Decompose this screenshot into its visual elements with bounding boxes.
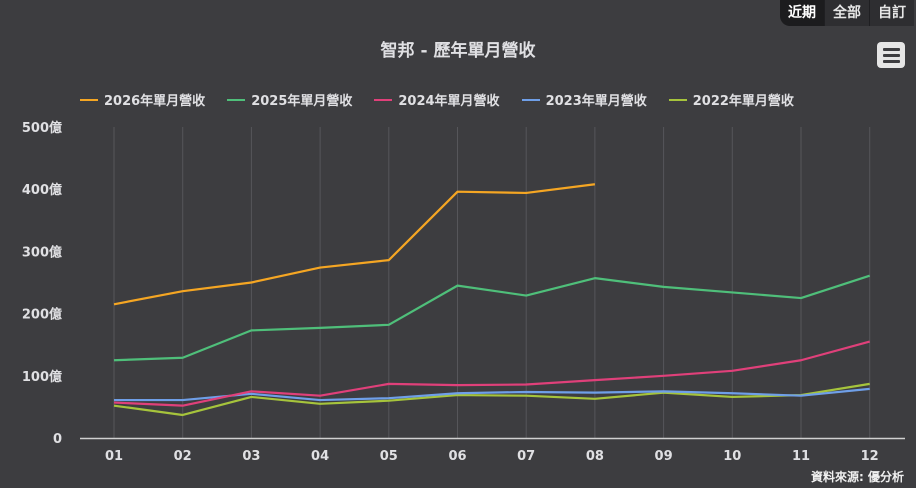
legend-label: 2024年單月營收 [398,94,500,109]
legend-item[interactable]: 2024年單月營收 [374,90,500,109]
y-tick-label: 500億 [22,120,62,136]
legend-swatch [80,98,98,101]
legend-label: 2023年單月營收 [545,94,647,109]
legend-label: 2026年單月營收 [104,94,206,109]
legend-item[interactable]: 2023年單月營收 [521,90,647,109]
hamburger-icon-bar [882,53,900,57]
x-tick-label: 06 [448,449,466,464]
legend-item[interactable]: 2025年單月營收 [227,90,352,109]
series-line [113,274,871,362]
x-tick-label: 05 [380,449,398,464]
x-tick-label: 10 [723,449,741,464]
source-label: 資料來源: 優分析 [811,470,904,484]
legend-label: 2025年單月營收 [251,94,353,109]
y-tick-label: 100億 [22,369,62,385]
legend-swatch [521,98,540,101]
x-tick-label: 08 [586,449,604,464]
legend-swatch [668,98,687,101]
x-tick-label: 07 [517,449,535,464]
y-tick-label: 300億 [22,244,62,260]
x-tick-label: 09 [655,449,673,464]
chart-menu-button[interactable] [877,42,905,68]
y-tick-label: 0 [53,432,62,447]
x-tick-label: 01 [105,449,123,464]
legend-item[interactable]: 2026年單月營收 [80,90,205,109]
chart-title: 智邦 - 歷年單月營收 [380,41,536,61]
y-tick-label: 200億 [22,307,62,323]
x-tick-label: 03 [242,449,260,464]
tab-custom[interactable]: 自訂 [869,0,914,26]
series-line [113,183,596,306]
series-line [113,340,870,407]
series-line [113,382,870,417]
legend-label: 2022年單月營收 [692,94,794,109]
range-tabs: 近期 全部 自訂 [780,0,914,26]
legend-swatch [227,98,246,101]
hamburger-icon [882,47,900,51]
y-tick-label: 400億 [22,182,62,198]
chart-legend: 2026年單月營收 2025年單月營收 2024年單月營收 2023年單月營收 2022… [80,90,794,109]
series-line [114,387,870,402]
tab-recent[interactable]: 近期 [780,0,824,26]
hamburger-icon-bar [882,59,900,63]
x-tick-label: 04 [311,449,329,464]
x-tick-label: 12 [861,449,879,464]
tab-all[interactable]: 全部 [824,0,869,26]
legend-swatch [374,98,393,101]
x-tick-label: 02 [174,449,192,464]
legend-item[interactable]: 2022年單月營收 [668,90,794,109]
x-tick-label: 11 [792,449,810,464]
